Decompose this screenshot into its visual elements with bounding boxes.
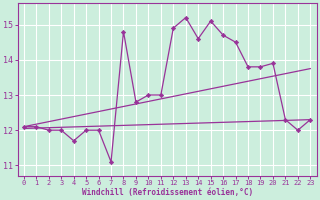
X-axis label: Windchill (Refroidissement éolien,°C): Windchill (Refroidissement éolien,°C) <box>82 188 253 197</box>
